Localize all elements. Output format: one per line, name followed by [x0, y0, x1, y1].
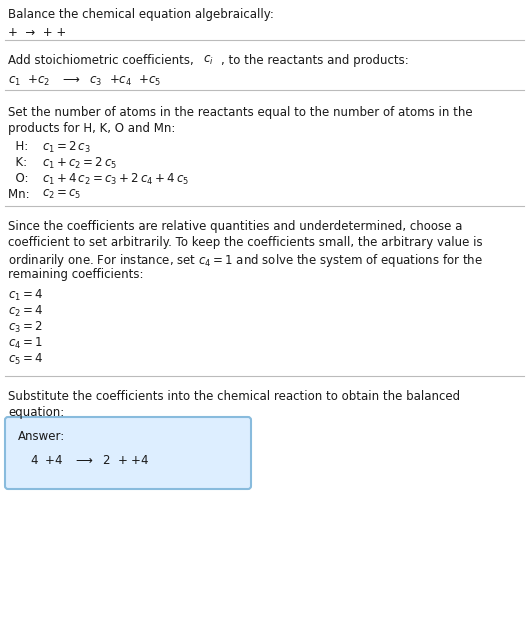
Text: $c_1 = 2\,c_3$: $c_1 = 2\,c_3$: [42, 140, 91, 155]
Text: Answer:: Answer:: [18, 430, 65, 443]
Text: K:: K:: [8, 156, 34, 169]
Text: Since the coefficients are relative quantities and underdetermined, choose a: Since the coefficients are relative quan…: [8, 220, 462, 233]
Text: $c_3 = 2$: $c_3 = 2$: [8, 320, 43, 335]
Text: Mn:: Mn:: [8, 188, 37, 201]
Text: remaining coefficients:: remaining coefficients:: [8, 268, 143, 281]
Text: , to the reactants and products:: , to the reactants and products:: [221, 54, 409, 67]
Text: equation:: equation:: [8, 406, 64, 419]
Text: $c_i$: $c_i$: [203, 54, 214, 67]
Text: $c_1 = 4$: $c_1 = 4$: [8, 288, 43, 303]
Text: ordinarily one. For instance, set $c_4 = 1$ and solve the system of equations fo: ordinarily one. For instance, set $c_4 =…: [8, 252, 483, 269]
Text: $c_4 = 1$: $c_4 = 1$: [8, 336, 43, 351]
Text: $c_2 = c_5$: $c_2 = c_5$: [42, 188, 81, 201]
Text: $c_1 + c_2 = 2\,c_5$: $c_1 + c_2 = 2\,c_5$: [42, 156, 117, 171]
Text: $c_2 = 4$: $c_2 = 4$: [8, 304, 43, 319]
Text: $c_5 = 4$: $c_5 = 4$: [8, 352, 43, 367]
Text: coefficient to set arbitrarily. To keep the coefficients small, the arbitrary va: coefficient to set arbitrarily. To keep …: [8, 236, 482, 249]
Text: H:: H:: [8, 140, 36, 153]
Text: Substitute the coefficients into the chemical reaction to obtain the balanced: Substitute the coefficients into the che…: [8, 390, 460, 403]
Text: $c_1 + 4\,c_2 = c_3 + 2\,c_4 + 4\,c_5$: $c_1 + 4\,c_2 = c_3 + 2\,c_4 + 4\,c_5$: [42, 172, 189, 187]
Text: Add stoichiometric coefficients,: Add stoichiometric coefficients,: [8, 54, 197, 67]
Text: Balance the chemical equation algebraically:: Balance the chemical equation algebraica…: [8, 8, 274, 21]
Text: 4  $+4$   $\longrightarrow$  2  $+$ $+4$: 4 $+4$ $\longrightarrow$ 2 $+$ $+4$: [30, 454, 150, 467]
Text: Set the number of atoms in the reactants equal to the number of atoms in the: Set the number of atoms in the reactants…: [8, 106, 472, 119]
Text: +  →  + +: + → + +: [8, 26, 66, 39]
Text: products for H, K, O and Mn:: products for H, K, O and Mn:: [8, 122, 176, 135]
Text: O:: O:: [8, 172, 36, 185]
FancyBboxPatch shape: [5, 417, 251, 489]
Text: $c_1$  $+c_2$   $\longrightarrow$  $c_3$  $+c_4$  $+c_5$: $c_1$ $+c_2$ $\longrightarrow$ $c_3$ $+c…: [8, 74, 161, 88]
